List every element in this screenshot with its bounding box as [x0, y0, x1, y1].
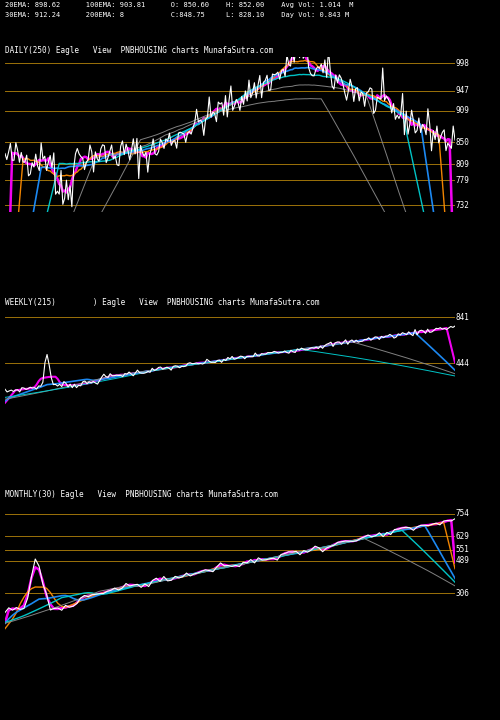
Text: 20EMA: 898.62      100EMA: 903.81      O: 850.60    H: 852.00    Avg Vol: 1.014 : 20EMA: 898.62 100EMA: 903.81 O: 850.60 H… [5, 2, 354, 8]
Text: 779: 779 [456, 176, 470, 185]
Text: DAILY(250) Eagle   View  PNBHOUSING charts MunafaSutra.com: DAILY(250) Eagle View PNBHOUSING charts … [5, 46, 273, 55]
Text: 809: 809 [456, 160, 470, 168]
Text: 947: 947 [456, 86, 470, 95]
Text: 841: 841 [456, 312, 470, 322]
Text: 732: 732 [456, 201, 470, 210]
Text: 444: 444 [456, 359, 470, 368]
Text: 306: 306 [456, 589, 470, 598]
Text: 30EMA: 912.24      200EMA: 8           C:848.75     L: 828.10    Day Vol: 0.843 : 30EMA: 912.24 200EMA: 8 C:848.75 L: 828.… [5, 12, 349, 17]
Text: WEEKLY(215)        ) Eagle   View  PNBHOUSING charts MunafaSutra.com: WEEKLY(215) ) Eagle View PNBHOUSING char… [5, 298, 320, 307]
Text: 909: 909 [456, 107, 470, 115]
Text: 754: 754 [456, 509, 470, 518]
Text: 629: 629 [456, 531, 470, 541]
Text: 998: 998 [456, 59, 470, 68]
Text: 489: 489 [456, 557, 470, 565]
Text: 551: 551 [456, 546, 470, 554]
Text: MONTHLY(30) Eagle   View  PNBHOUSING charts MunafaSutra.com: MONTHLY(30) Eagle View PNBHOUSING charts… [5, 490, 278, 499]
Text: 850: 850 [456, 138, 470, 147]
